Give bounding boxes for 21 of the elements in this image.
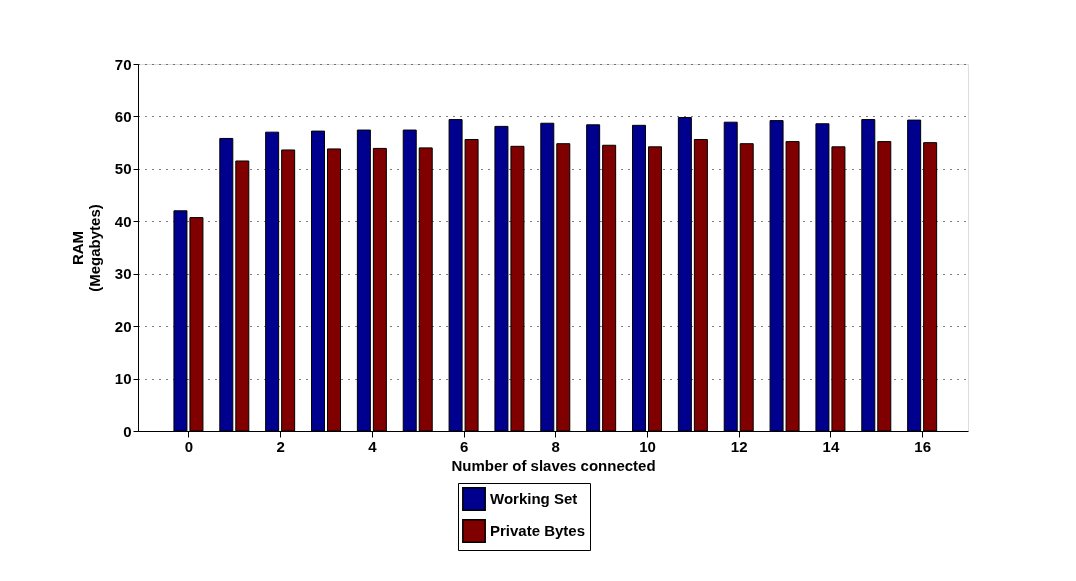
x-tick-label: 14 <box>822 437 840 455</box>
x-axis-title: Number of slaves connected <box>451 456 656 474</box>
y-tick-label: 10 <box>114 370 132 388</box>
x-tick-label: 10 <box>639 437 656 455</box>
x-tick-label: 2 <box>276 437 285 455</box>
y-tick-label: 20 <box>114 317 132 335</box>
y-tick-label: 70 <box>114 55 132 73</box>
y-tick-label: 0 <box>123 422 132 440</box>
x-tick-label: 8 <box>551 437 560 455</box>
y-tick-label: 60 <box>114 107 132 125</box>
y-tick-label: 50 <box>114 160 132 178</box>
legend-label: Working Set <box>490 490 578 507</box>
x-tick-label: 0 <box>184 437 194 455</box>
x-tick-label: 4 <box>368 437 378 455</box>
x-tick-label: 12 <box>730 437 748 455</box>
x-tick-label: 6 <box>459 437 469 455</box>
legend-label: Private Bytes <box>490 522 586 539</box>
y-tick-label: 40 <box>114 212 132 230</box>
y-axis-title: RAM (Megabytes) <box>68 204 103 292</box>
x-tick-label: 16 <box>914 437 931 455</box>
y-tick-label: 30 <box>114 265 132 283</box>
